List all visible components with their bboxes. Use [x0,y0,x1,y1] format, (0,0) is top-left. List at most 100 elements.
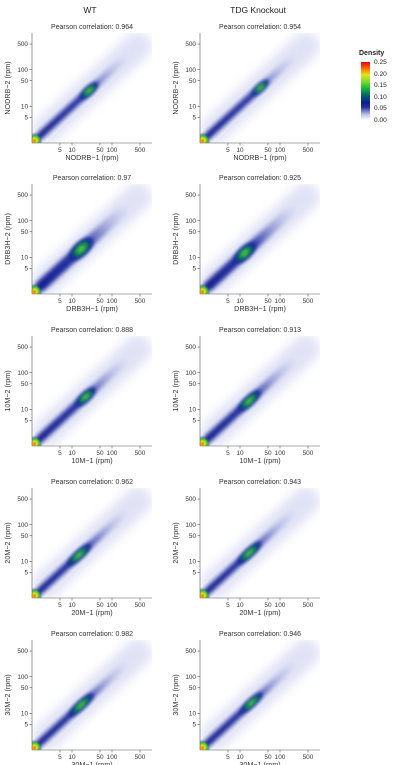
y-tick-label: 5 [192,266,196,273]
x-tick-label: 50 [96,147,104,154]
x-tick-label: 5 [226,147,230,154]
density-legend: Density 0.25 0.20 0.15 0.10 0.05 0.00 [359,50,399,124]
density-hotspot [200,132,211,143]
y-tick-label: 500 [185,192,196,199]
x-tick-label: 10 [68,602,76,609]
y-tick-label: 10 [189,255,197,262]
y-tick-label: 100 [185,218,196,225]
x-tick-label: 100 [275,602,286,609]
y-axis-label: 30M−2 (rpm) [3,674,12,715]
y-tick-label: 500 [17,648,28,655]
legend-label: 0.05 [374,105,387,112]
correlation-title: Pearson correlation: 0.888 [51,327,133,334]
x-tick-label: 100 [275,450,286,457]
density-cloud [200,33,320,143]
y-tick-label: 100 [17,67,28,74]
column-title-wt: WT [83,5,97,15]
legend-label: 0.10 [374,93,387,101]
legend-label: 0.20 [374,70,387,78]
y-tick-label: 10 [21,255,29,262]
y-tick-label: 50 [189,381,197,388]
y-tick-label: 50 [21,381,29,388]
y-tick-label: 100 [185,370,196,377]
x-tick-label: 100 [275,147,286,154]
y-tick-label: 5 [24,722,28,729]
density-peak [65,542,92,568]
x-axis-label: 30M−1 (rpm) [71,760,112,765]
density-peak [232,241,257,265]
legend-color-bar [361,62,370,120]
x-tick-label: 500 [135,450,146,457]
x-tick-label: 10 [236,147,244,154]
correlation-title: Pearson correlation: 0.925 [219,175,301,182]
density-peak [250,78,270,97]
x-axis-label: DRB3H−1 (rpm) [234,304,286,313]
y-tick-label: 10 [189,407,197,414]
y-tick-label: 10 [189,711,197,718]
y-tick-label: 5 [24,570,28,577]
x-tick-label: 500 [303,754,314,761]
y-tick-label: 100 [185,674,196,681]
density-cloud [200,640,320,750]
x-tick-label: 50 [264,450,272,457]
x-tick-label: 100 [107,298,118,305]
density-cloud [32,184,152,294]
correlation-title: Pearson correlation: 0.946 [219,631,301,638]
x-tick-label: 500 [303,298,314,305]
x-tick-label: 50 [264,298,272,305]
y-tick-label: 10 [21,711,29,718]
density-cloud [32,33,152,143]
y-tick-label: 50 [189,229,197,236]
legend-label: 0.25 [374,59,387,66]
y-tick-label: 50 [189,533,197,540]
y-tick-label: 5 [192,115,196,122]
y-tick-label: 50 [21,78,29,85]
correlation-title: Pearson correlation: 0.913 [219,327,301,334]
y-tick-label: 500 [185,41,196,48]
y-tick-label: 50 [21,533,29,540]
y-tick-label: 10 [21,559,29,566]
density-cloud [200,336,320,446]
x-axis-label: 10M−1 (rpm) [239,456,280,465]
y-axis-label: DRB3H−2 (rpm) [3,213,12,265]
density-hotspot [32,283,43,294]
y-tick-label: 100 [17,218,28,225]
density-hotspot [200,587,211,598]
density-hotspot [200,739,211,750]
x-tick-label: 5 [226,602,230,609]
x-tick-label: 50 [96,602,104,609]
density-peak [68,236,95,262]
x-tick-label: 500 [303,602,314,609]
y-tick-label: 50 [189,78,197,85]
x-tick-label: 5 [58,450,62,457]
y-tick-label: 5 [24,115,28,122]
correlation-title: Pearson correlation: 0.954 [219,24,301,31]
column-title-tdg-knockout: TDG Knockout [230,5,286,15]
y-tick-label: 100 [17,674,28,681]
y-tick-label: 5 [24,266,28,273]
x-tick-label: 500 [135,754,146,761]
y-tick-label: 5 [192,570,196,577]
y-axis-label: NODRB−2 (rpm) [3,61,12,114]
density-hotspot [200,435,211,446]
x-tick-label: 10 [68,298,76,305]
y-tick-label: 500 [185,496,196,503]
legend-title: Density [359,50,385,57]
y-tick-label: 50 [189,685,197,692]
y-tick-label: 10 [189,104,197,111]
correlation-title: Pearson correlation: 0.982 [51,631,133,638]
density-ridge [203,55,295,140]
x-tick-label: 10 [236,754,244,761]
x-tick-label: 100 [107,754,118,761]
y-tick-label: 10 [21,104,29,111]
legend-label: 0.15 [374,82,387,89]
density-cloud [32,488,152,598]
density-peak [74,386,97,408]
y-tick-label: 500 [17,192,28,199]
x-tick-label: 100 [275,298,286,305]
x-axis-label: 10M−1 (rpm) [71,456,112,465]
x-axis-label: NODRB−1 (rpm) [65,153,118,162]
y-tick-label: 500 [185,344,196,351]
